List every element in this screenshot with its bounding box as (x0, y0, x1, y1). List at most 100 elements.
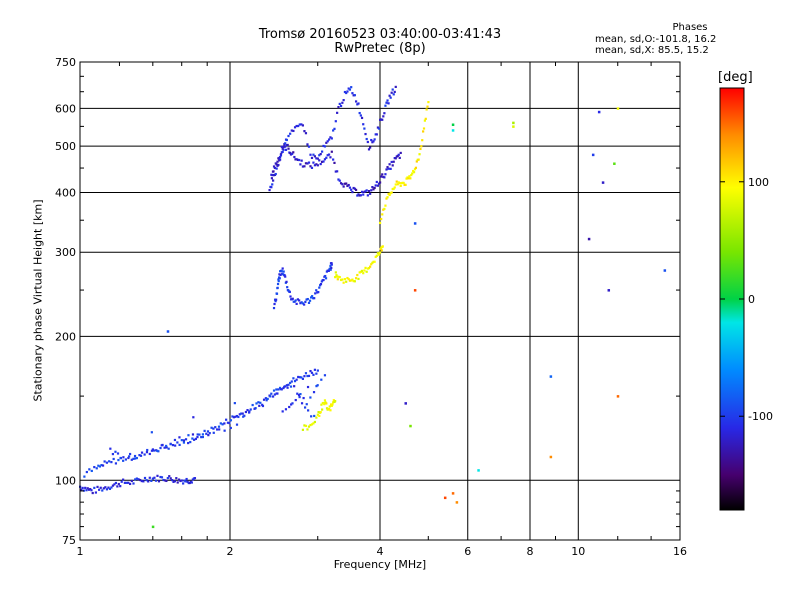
data-point (385, 168, 388, 171)
data-point (233, 402, 236, 405)
data-point (310, 423, 314, 426)
data-point (351, 92, 354, 95)
data-point (145, 451, 149, 454)
data-point (145, 479, 148, 482)
data-point (386, 196, 389, 199)
data-point (338, 102, 341, 106)
data-point (334, 276, 337, 279)
data-point (296, 298, 299, 301)
data-point (272, 306, 276, 310)
data-point (148, 452, 151, 456)
data-point (143, 453, 146, 456)
data-point (232, 416, 236, 419)
data-point (279, 158, 282, 161)
data-point (392, 93, 395, 96)
data-point (89, 487, 92, 491)
data-point (285, 280, 288, 283)
data-point (277, 388, 280, 391)
data-point (371, 186, 374, 189)
data-point (287, 134, 290, 138)
data-point (295, 378, 298, 381)
data-point (409, 424, 412, 428)
data-point (125, 481, 128, 484)
data-point (114, 481, 118, 485)
data-point (354, 100, 358, 103)
data-point (359, 114, 362, 117)
data-point (272, 179, 275, 182)
data-point (339, 278, 343, 282)
data-point (219, 422, 222, 425)
data-point (102, 487, 105, 490)
data-point (174, 444, 177, 447)
data-point (342, 185, 345, 188)
data-point (283, 274, 286, 277)
data-point (303, 165, 306, 168)
data-point (305, 298, 308, 301)
grid-layer (80, 62, 680, 540)
data-point (281, 150, 284, 153)
data-point (337, 105, 340, 109)
data-point (111, 452, 115, 456)
data-point (101, 489, 104, 492)
data-point (327, 269, 330, 272)
data-point (86, 487, 89, 490)
data-point (663, 269, 667, 272)
data-point (389, 167, 392, 170)
data-point (117, 458, 120, 462)
data-point (367, 189, 371, 193)
data-point (587, 237, 591, 241)
data-point (408, 175, 411, 178)
data-point (203, 429, 206, 432)
data-point (358, 271, 361, 274)
data-point (248, 410, 251, 413)
x-tick-label: 16 (673, 545, 687, 558)
data-point (343, 278, 347, 281)
data-point (262, 398, 266, 401)
data-point (350, 86, 353, 89)
y-tick-label: 100 (55, 474, 76, 487)
data-point (298, 123, 301, 126)
data-point (278, 386, 282, 390)
data-point (293, 126, 297, 129)
data-point (132, 457, 135, 460)
data-point (326, 140, 329, 143)
data-point (329, 409, 332, 412)
data-point (316, 384, 319, 387)
data-point (163, 479, 167, 482)
data-point (376, 184, 380, 187)
data-point (325, 156, 328, 159)
data-point (337, 178, 340, 181)
data-point (111, 484, 115, 487)
data-point (293, 300, 296, 303)
data-point (392, 160, 395, 163)
data-point (98, 465, 102, 468)
data-point (150, 449, 154, 452)
data-point (173, 438, 177, 442)
data-point (134, 457, 137, 460)
x-tick-label: 2 (227, 545, 234, 558)
data-point (93, 486, 96, 489)
data-point (306, 162, 309, 165)
data-point (327, 407, 331, 411)
data-point (282, 145, 285, 149)
data-point (130, 479, 133, 483)
data-point (285, 384, 288, 387)
data-point (100, 464, 103, 467)
data-point (301, 377, 305, 380)
data-point (201, 435, 205, 439)
data-point (128, 452, 132, 456)
x-tick-label: 6 (464, 545, 471, 558)
data-point (284, 148, 288, 151)
data-point (350, 279, 353, 282)
data-point (380, 217, 383, 221)
data-point (395, 180, 398, 183)
data-point (330, 404, 333, 407)
chart-subtitle: RwPretec (8p) (334, 41, 426, 56)
data-point (122, 456, 125, 459)
data-point (315, 385, 318, 388)
data-point (300, 402, 304, 405)
colorbar: 100 0 -100 (719, 87, 773, 511)
data-point (166, 476, 169, 480)
data-point (107, 486, 110, 489)
data-point (276, 282, 280, 286)
